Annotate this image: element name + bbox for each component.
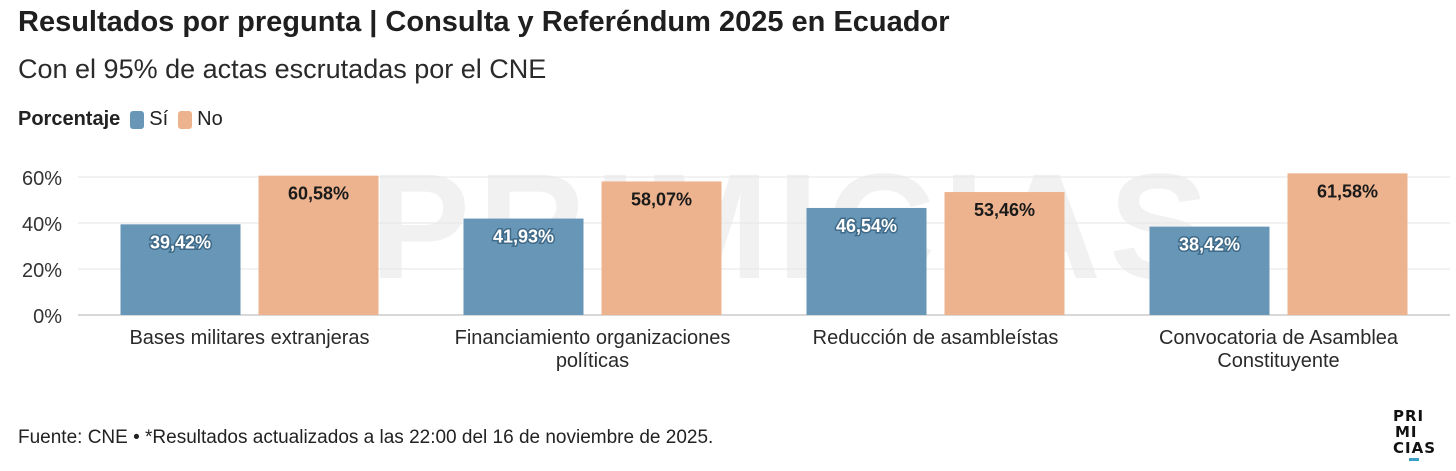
data-label: 41,93% <box>493 227 554 247</box>
bar-no <box>944 192 1065 315</box>
x-tick-label: políticas <box>556 350 629 372</box>
y-tick-label: 60% <box>22 168 62 190</box>
x-tick-label: Reducción de asambleístas <box>813 327 1059 349</box>
y-tick-label: 40% <box>22 214 62 236</box>
bar-no <box>1287 173 1408 315</box>
data-label: 61,58% <box>1317 181 1378 201</box>
x-tick-label: Constituyente <box>1217 350 1339 372</box>
bar-si <box>120 224 241 315</box>
logo-line-1: PRI <box>1393 407 1425 425</box>
primicias-logo: PRI MI CIAS <box>1393 408 1443 461</box>
data-label: 60,58% <box>288 184 349 204</box>
chart-title: Resultados por pregunta | Consulta y Ref… <box>18 6 950 38</box>
data-label: 39,42% <box>150 232 211 252</box>
source-footnote: Fuente: CNE • *Resultados actualizados a… <box>18 427 714 448</box>
legend-label-no: No <box>197 108 223 130</box>
legend-swatch-si <box>130 110 145 129</box>
legend-item-no: No <box>178 108 223 131</box>
legend-label-si: Sí <box>149 108 169 130</box>
bar-si <box>463 218 584 315</box>
legend-item-si: Sí <box>130 108 168 131</box>
legend: Porcentaje Sí No <box>18 108 233 131</box>
x-tick-label: Bases militares extranjeras <box>129 327 369 349</box>
chart-subtitle: Con el 95% de actas escrutadas por el CN… <box>18 54 547 84</box>
data-label: 58,07% <box>631 189 692 209</box>
bar-si <box>1149 226 1270 315</box>
x-tick-label: Financiamiento organizaciones <box>455 327 731 349</box>
y-tick-label: 0% <box>33 306 62 328</box>
y-tick-label: 20% <box>22 260 62 282</box>
logo-line-3: CIAS <box>1393 439 1437 457</box>
logo-line-2: MI <box>1395 423 1418 441</box>
data-label: 53,46% <box>974 200 1035 220</box>
logo-accent <box>1409 458 1419 461</box>
bar-chart: 0% 20% 40% 60% 39,42% 60,58% Bases militares e… <box>22 168 1450 372</box>
bar-no <box>601 181 722 315</box>
bar-si <box>806 207 927 315</box>
legend-title: Porcentaje <box>18 108 121 130</box>
data-label: 46,54% <box>836 216 897 236</box>
bar-no <box>258 175 379 315</box>
x-tick-label: Convocatoria de Asamblea <box>1159 327 1399 349</box>
legend-swatch-no <box>178 110 193 129</box>
data-label: 38,42% <box>1179 235 1240 255</box>
